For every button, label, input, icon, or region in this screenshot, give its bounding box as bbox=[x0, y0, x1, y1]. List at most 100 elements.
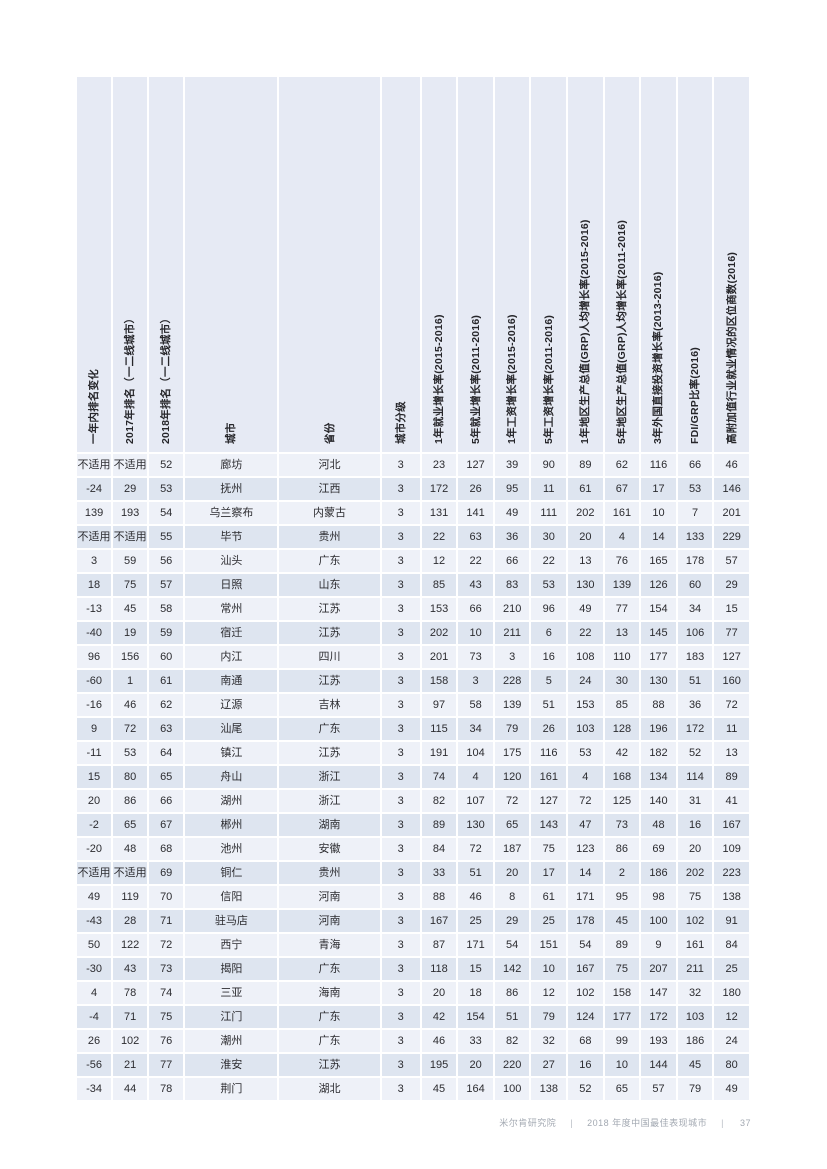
column-header-label: 2017年排名（一二线城市） bbox=[124, 312, 137, 444]
rank-change-cell: 9 bbox=[77, 718, 112, 740]
rank-2017-cell: 28 bbox=[113, 910, 148, 932]
num-cell: 33 bbox=[421, 862, 457, 884]
rank-2018-cell: 73 bbox=[149, 958, 184, 980]
num-cell: 191 bbox=[421, 742, 457, 764]
num-cell: 125 bbox=[604, 790, 640, 812]
num-cell: 80 bbox=[714, 1054, 749, 1076]
num-cell: 161 bbox=[677, 934, 713, 956]
province-cell: 河南 bbox=[279, 910, 380, 932]
tier-cell: 3 bbox=[381, 886, 420, 908]
rank-2018-cell: 60 bbox=[149, 646, 184, 668]
city-cell: 内江 bbox=[185, 646, 278, 668]
num-cell: 139 bbox=[494, 694, 530, 716]
table-row: -56 21 77 淮安 江苏 3 195 20 220 27 16 10 144 45 80 bbox=[77, 1054, 749, 1076]
num-cell: 13 bbox=[714, 742, 749, 764]
column-header-9: 5年工资增长率(2011-2016) bbox=[531, 77, 567, 452]
num-cell: 211 bbox=[677, 958, 713, 980]
num-cell: 104 bbox=[458, 742, 493, 764]
tier-cell: 3 bbox=[381, 598, 420, 620]
rank-change-cell: -30 bbox=[77, 958, 112, 980]
num-cell: 39 bbox=[494, 454, 530, 476]
rank-2017-cell: 72 bbox=[113, 718, 148, 740]
column-header-11: 5年地区生产总值(GRP)人均增长率(2011-2016) bbox=[604, 77, 640, 452]
province-cell: 浙江 bbox=[279, 766, 380, 788]
column-header-label: 1年就业增长率(2015-2016) bbox=[433, 314, 446, 444]
num-cell: 178 bbox=[568, 910, 603, 932]
province-cell: 广东 bbox=[279, 1030, 380, 1052]
rank-change-cell: -40 bbox=[77, 622, 112, 644]
num-cell: 62 bbox=[604, 454, 640, 476]
tier-cell: 3 bbox=[381, 934, 420, 956]
num-cell: 52 bbox=[677, 742, 713, 764]
num-cell: 54 bbox=[494, 934, 530, 956]
num-cell: 49 bbox=[714, 1078, 749, 1100]
num-cell: 134 bbox=[641, 766, 676, 788]
num-cell: 100 bbox=[641, 910, 676, 932]
num-cell: 4 bbox=[458, 766, 493, 788]
num-cell: 118 bbox=[421, 958, 457, 980]
num-cell: 146 bbox=[714, 478, 749, 500]
rank-change-cell: -16 bbox=[77, 694, 112, 716]
num-cell: 22 bbox=[531, 550, 567, 572]
num-cell: 42 bbox=[421, 1006, 457, 1028]
rank-2018-cell: 74 bbox=[149, 982, 184, 1004]
num-cell: 51 bbox=[677, 670, 713, 692]
rank-2018-cell: 63 bbox=[149, 718, 184, 740]
num-cell: 3 bbox=[458, 670, 493, 692]
num-cell: 9 bbox=[641, 934, 676, 956]
num-cell: 139 bbox=[604, 574, 640, 596]
num-cell: 12 bbox=[714, 1006, 749, 1028]
city-cell: 汕尾 bbox=[185, 718, 278, 740]
num-cell: 99 bbox=[604, 1030, 640, 1052]
rank-2017-cell: 86 bbox=[113, 790, 148, 812]
rank-2017-cell: 46 bbox=[113, 694, 148, 716]
rank-change-cell: 15 bbox=[77, 766, 112, 788]
num-cell: 5 bbox=[531, 670, 567, 692]
rank-2018-cell: 54 bbox=[149, 502, 184, 524]
rank-change-cell: 不适用 bbox=[77, 454, 112, 476]
num-cell: 29 bbox=[714, 574, 749, 596]
rank-2017-cell: 53 bbox=[113, 742, 148, 764]
city-cell: 镇江 bbox=[185, 742, 278, 764]
num-cell: 2 bbox=[604, 862, 640, 884]
num-cell: 24 bbox=[568, 670, 603, 692]
num-cell: 124 bbox=[568, 1006, 603, 1028]
num-cell: 47 bbox=[568, 814, 603, 836]
num-cell: 88 bbox=[421, 886, 457, 908]
column-header-label: 城市分级 bbox=[394, 401, 407, 444]
num-cell: 109 bbox=[714, 838, 749, 860]
num-cell: 22 bbox=[421, 526, 457, 548]
num-cell: 107 bbox=[458, 790, 493, 812]
province-cell: 江西 bbox=[279, 478, 380, 500]
num-cell: 77 bbox=[714, 622, 749, 644]
num-cell: 75 bbox=[677, 886, 713, 908]
num-cell: 32 bbox=[677, 982, 713, 1004]
column-header-13: FDI/GRP比率(2016) bbox=[677, 77, 713, 452]
num-cell: 131 bbox=[421, 502, 457, 524]
num-cell: 30 bbox=[604, 670, 640, 692]
city-cell: 荆门 bbox=[185, 1078, 278, 1100]
rank-2017-cell: 59 bbox=[113, 550, 148, 572]
num-cell: 51 bbox=[494, 1006, 530, 1028]
num-cell: 147 bbox=[641, 982, 676, 1004]
num-cell: 45 bbox=[604, 910, 640, 932]
num-cell: 20 bbox=[677, 838, 713, 860]
table-row: 49 119 70 信阳 河南 3 88 46 8 61 171 95 98 75 138 bbox=[77, 886, 749, 908]
rank-change-cell: -56 bbox=[77, 1054, 112, 1076]
num-cell: 201 bbox=[714, 502, 749, 524]
tier-cell: 3 bbox=[381, 910, 420, 932]
num-cell: 89 bbox=[568, 454, 603, 476]
num-cell: 23 bbox=[421, 454, 457, 476]
num-cell: 172 bbox=[641, 1006, 676, 1028]
rank-2018-cell: 70 bbox=[149, 886, 184, 908]
num-cell: 60 bbox=[677, 574, 713, 596]
num-cell: 145 bbox=[641, 622, 676, 644]
city-cell: 西宁 bbox=[185, 934, 278, 956]
rank-2018-cell: 69 bbox=[149, 862, 184, 884]
city-cell: 南通 bbox=[185, 670, 278, 692]
rank-2017-cell: 78 bbox=[113, 982, 148, 1004]
num-cell: 102 bbox=[677, 910, 713, 932]
num-cell: 167 bbox=[714, 814, 749, 836]
num-cell: 210 bbox=[494, 598, 530, 620]
